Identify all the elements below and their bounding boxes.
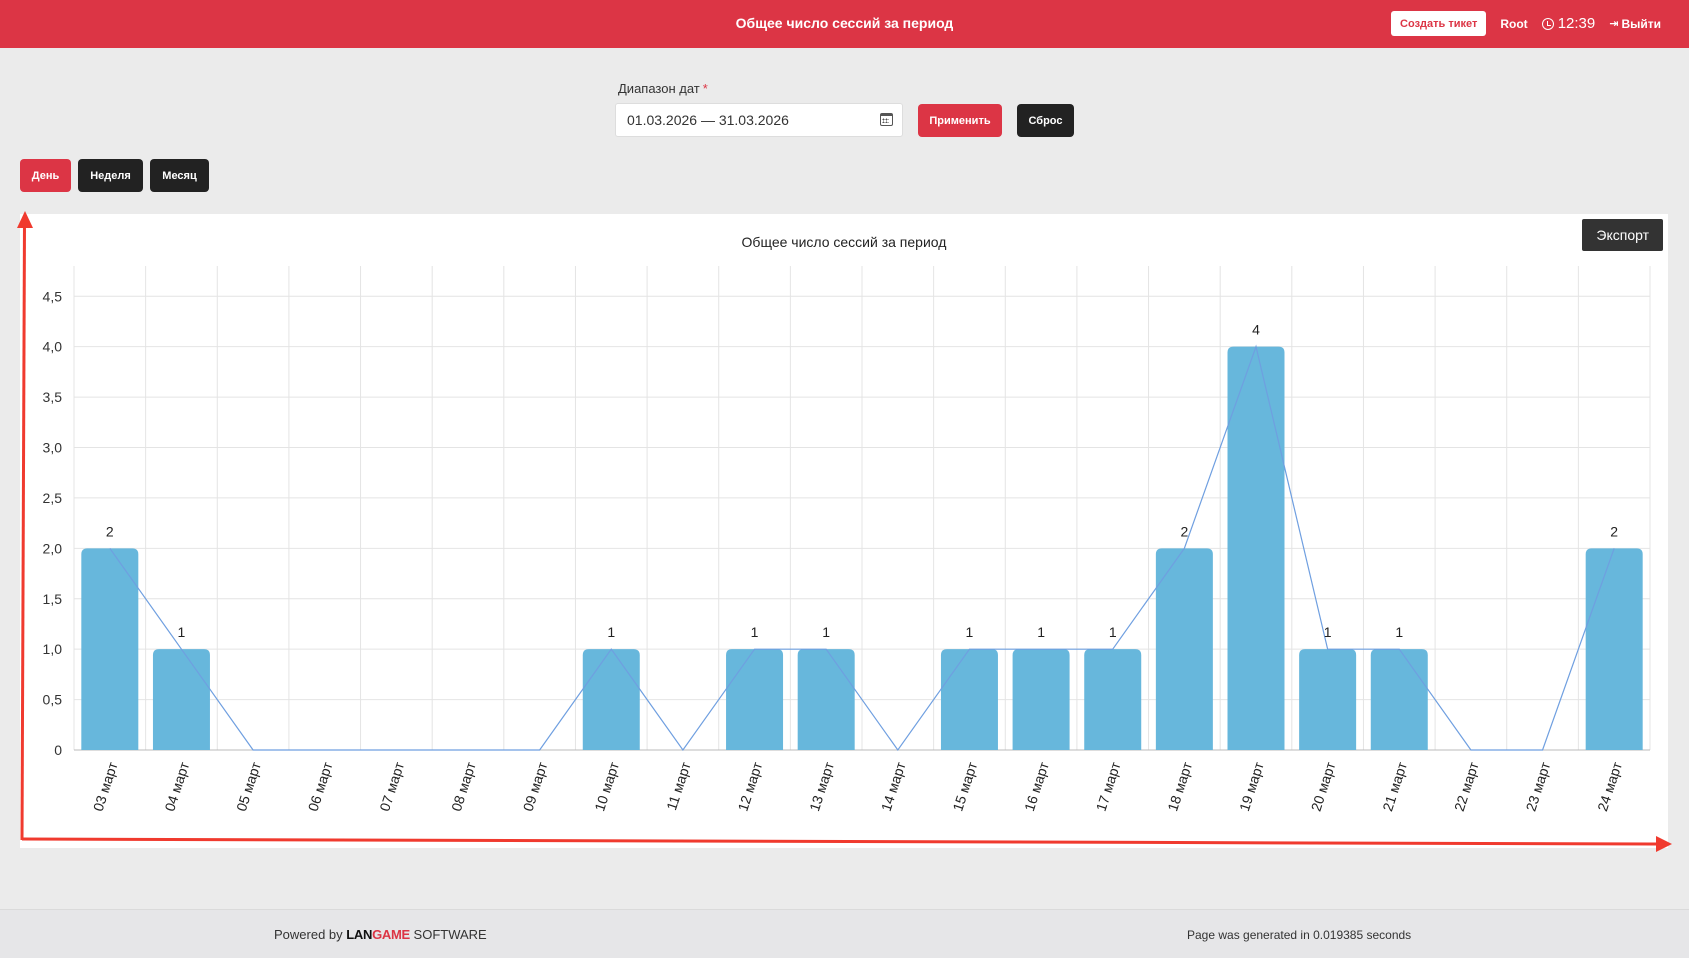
bar	[1585, 548, 1643, 750]
top-bar: Общее число сессий за период Создать тик…	[0, 0, 1689, 48]
brand-logo: LANGAME	[346, 927, 410, 942]
x-tick-label: 08 март	[448, 759, 479, 813]
x-tick-label: 10 март	[591, 759, 622, 813]
data-label: 1	[751, 624, 759, 640]
date-range-label: Диапазон дат *	[618, 81, 708, 96]
x-tick-label: 19 март	[1236, 759, 1267, 813]
tab-day[interactable]: День	[20, 159, 71, 192]
data-label: 1	[966, 624, 974, 640]
reset-button[interactable]: Сброс	[1017, 104, 1074, 137]
x-tick-label: 04 март	[161, 759, 192, 813]
bar	[1227, 346, 1285, 750]
x-tick-label: 06 март	[305, 759, 336, 813]
x-tick-label: 16 март	[1021, 759, 1052, 813]
date-range-label-text: Диапазон дат	[618, 81, 700, 96]
tab-week[interactable]: Неделя	[78, 159, 143, 192]
bar	[726, 649, 784, 750]
export-button[interactable]: Экспорт	[1582, 219, 1663, 251]
chart-title: Общее число сессий за период	[741, 234, 947, 250]
y-tick-label: 4,0	[43, 339, 63, 355]
x-tick-label: 22 март	[1451, 759, 1482, 813]
y-tick-label: 2,0	[43, 540, 63, 556]
data-label: 2	[106, 523, 114, 539]
y-tick-label: 4,5	[43, 288, 63, 304]
data-label: 2	[1610, 523, 1618, 539]
brand-suffix: SOFTWARE	[413, 927, 487, 942]
x-tick-label: 03 март	[90, 759, 121, 813]
bar	[1084, 649, 1142, 750]
data-label: 1	[822, 624, 830, 640]
bar	[81, 548, 139, 750]
x-tick-label: 13 март	[806, 759, 837, 813]
data-label: 1	[1109, 624, 1117, 640]
bar	[1012, 649, 1070, 750]
logout-label: Выйти	[1621, 16, 1661, 31]
tab-month[interactable]: Месяц	[150, 159, 209, 192]
apply-button[interactable]: Применить	[918, 104, 1002, 137]
bar	[940, 649, 998, 750]
x-tick-label: 18 март	[1164, 759, 1195, 813]
date-range-input[interactable]: 01.03.2026 — 31.03.2026	[615, 103, 903, 137]
logout-icon: ⇥	[1609, 18, 1619, 30]
y-tick-label: 0,5	[43, 692, 63, 708]
bar	[797, 649, 855, 750]
y-tick-label: 3,0	[43, 440, 63, 456]
bar	[1155, 548, 1213, 750]
x-tick-label: 17 март	[1093, 759, 1124, 813]
data-label: 1	[1395, 624, 1403, 640]
x-tick-label: 09 март	[520, 759, 551, 813]
x-tick-label: 07 март	[376, 759, 407, 813]
header-actions: Создать тикет Root 12:39 ⇥ Выйти	[1391, 11, 1661, 36]
data-label: 2	[1180, 523, 1188, 539]
clock-icon	[1541, 17, 1554, 30]
x-tick-label: 15 март	[949, 759, 980, 813]
calendar-icon[interactable]	[880, 113, 893, 126]
data-label: 1	[178, 624, 186, 640]
y-tick-label: 1,5	[43, 591, 63, 607]
x-tick-label: 14 март	[878, 759, 909, 813]
clock: 12:39	[1541, 15, 1596, 32]
chart-panel: 0 0,5 1,0 1,5 2,0 2,5 3,0 3,5 4,0 4,5 2 1 1 1 1 1 1 1 2 4 1 1…	[20, 214, 1668, 848]
user-name[interactable]: Root	[1500, 16, 1528, 31]
clock-time: 12:39	[1557, 15, 1596, 32]
footer: Powered by LANGAME SOFTWARE Page was gen…	[0, 909, 1689, 958]
create-ticket-button[interactable]: Создать тикет	[1391, 11, 1487, 36]
y-tick-label: 0	[54, 742, 62, 758]
x-tick-label: 05 март	[233, 759, 264, 813]
bar	[582, 649, 640, 750]
series-line	[109, 344, 1615, 752]
date-range-value: 01.03.2026 — 31.03.2026	[627, 112, 789, 128]
y-tick-label: 3,5	[43, 389, 63, 405]
x-tick-label: 23 март	[1522, 759, 1553, 813]
logout-link[interactable]: ⇥ Выйти	[1609, 17, 1661, 31]
data-label: 1	[1037, 624, 1045, 640]
data-label: 1	[1324, 624, 1332, 640]
page-title: Общее число сессий за период	[735, 15, 954, 31]
powered-by: Powered by LANGAME SOFTWARE	[274, 927, 487, 942]
required-mark: *	[702, 81, 708, 96]
data-label: 1	[607, 624, 615, 640]
data-label: 4	[1252, 322, 1260, 338]
x-tick-label: 24 март	[1594, 759, 1625, 813]
y-tick-label: 1,0	[43, 641, 63, 657]
bar	[1370, 649, 1428, 750]
powered-by-label: Powered by	[274, 927, 343, 942]
x-tick-label: 20 март	[1308, 759, 1339, 813]
bar	[152, 649, 210, 750]
x-tick-label: 12 март	[734, 759, 765, 813]
generation-time: Page was generated in 0.019385 seconds	[1187, 928, 1412, 942]
x-tick-label: 11 март	[663, 759, 694, 812]
y-tick-label: 2,5	[43, 490, 63, 506]
bar	[1299, 649, 1357, 750]
x-tick-label: 21 март	[1379, 759, 1410, 813]
